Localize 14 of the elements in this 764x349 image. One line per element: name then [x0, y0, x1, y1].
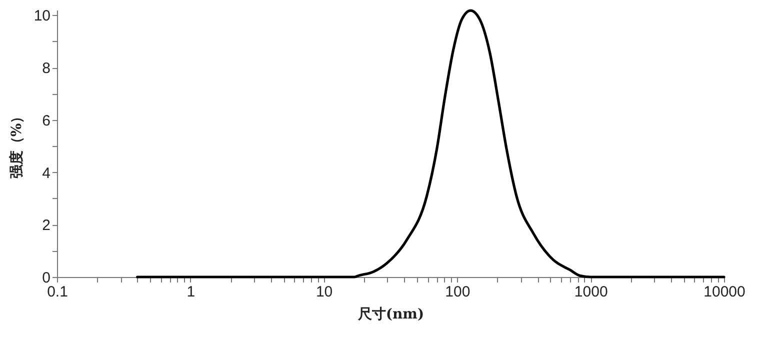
x-tick-label: 10000	[704, 284, 746, 300]
y-axis-title: 强度（%）	[8, 109, 25, 179]
y-tick-label: 6	[42, 112, 50, 130]
y-tick-label: 4	[42, 164, 50, 182]
x-tick-label: 1	[186, 284, 196, 300]
y-tick-label: 2	[42, 217, 50, 234]
x-tick-label: 0.1	[47, 284, 68, 300]
y-tick-label: 10	[34, 8, 50, 25]
x-tick-label: 100	[445, 284, 470, 300]
y-tick-label: 8	[42, 60, 50, 78]
x-axis-title: 尺寸(nm)	[356, 306, 424, 322]
y-tick-label: 0	[42, 270, 50, 286]
x-tick-label: 1000	[574, 284, 608, 300]
x-tick-label: 10	[316, 284, 333, 300]
